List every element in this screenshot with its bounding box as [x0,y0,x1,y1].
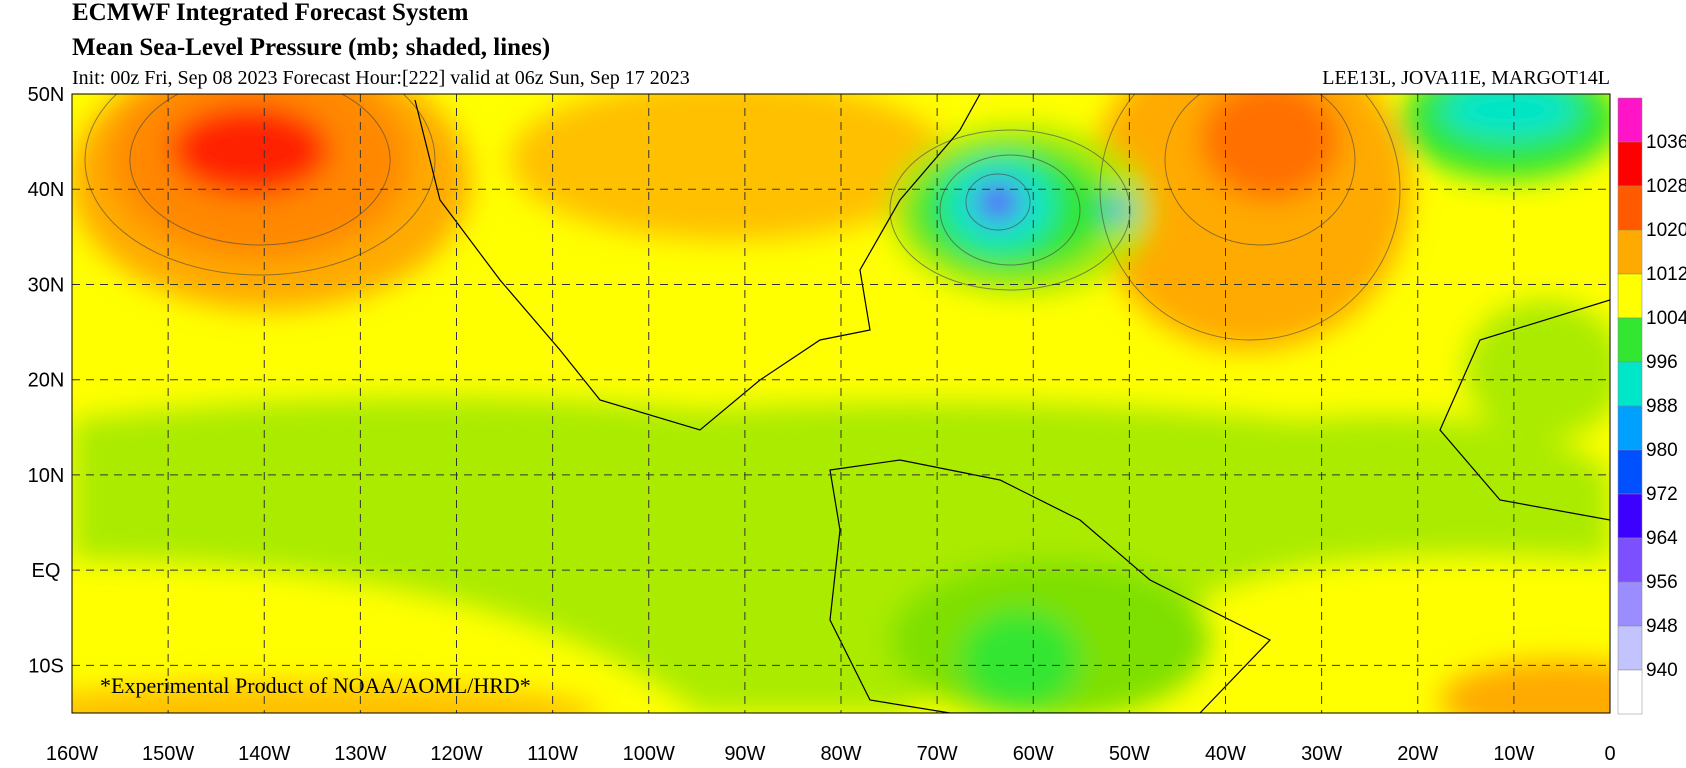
lon-label: 60W [1013,743,1054,765]
lat-label: 50N [28,84,65,106]
colorbar-label: 1020 [1646,220,1686,241]
lon-label: 80W [820,743,861,765]
colorbar-swatch [1617,449,1643,495]
colorbar-swatch [1617,273,1643,319]
colorbar-label: 1028 [1646,176,1686,197]
lon-label: 140W [238,743,290,765]
lon-label: 90W [724,743,765,765]
colorbar-label: 948 [1646,616,1678,637]
storm-list: LEE13L, JOVA11E, MARGOT14L [1322,67,1610,89]
colorbar-swatch [1617,669,1643,715]
colorbar-swatch [1617,581,1643,627]
lat-label: 40N [28,179,65,201]
colorbar-label: 972 [1646,484,1678,505]
colorbar-label: 956 [1646,572,1678,593]
lon-label: 110W [527,743,578,765]
colorbar-swatch [1617,229,1643,275]
colorbar-label: 1012 [1646,264,1686,285]
colorbar-swatch [1617,97,1643,143]
isobars [84,94,1401,341]
map-frame [71,93,1611,714]
colorbar-swatch [1617,537,1643,583]
colorbar-label: 980 [1646,440,1678,461]
colorbar-label: 1036 [1646,132,1686,153]
colorbar-swatch [1617,317,1643,363]
colorbar: 1036 1028 1020 1012 1004 996 988 980 972 964 956 94… [1617,97,1686,715]
lon-label: 150W [142,743,194,765]
colorbar-label: 964 [1646,528,1678,549]
lat-label: 10N [28,465,65,487]
lat-label: 20N [28,370,65,392]
lon-label: 70W [917,743,958,765]
lon-label: 120W [430,743,482,765]
lat-label: 30N [28,274,65,296]
lon-label: 130W [334,743,386,765]
lon-label: 0 [1604,743,1615,765]
lat-label: 10S [28,655,64,677]
lon-label: 40W [1205,743,1246,765]
lat-label: EQ [32,560,61,582]
colorbar-swatch [1617,493,1643,539]
colorbar-label: 940 [1646,660,1678,681]
subtitle: Mean Sea-Level Pressure (mb; shaded, lin… [72,34,550,61]
graticule [72,94,1610,713]
title: ECMWF Integrated Forecast System [72,0,469,26]
map-area [72,94,1610,713]
lon-label: 20W [1397,743,1438,765]
colorbar-swatch [1617,141,1643,187]
init-line: Init: 00z Fri, Sep 08 2023 Forecast Hour… [72,67,690,89]
lon-label: 30W [1301,743,1342,765]
watermark: *Experimental Product of NOAA/AOML/HRD* [100,673,531,698]
colorbar-label: 1004 [1646,308,1686,329]
lon-label: 160W [46,743,98,765]
lon-label: 100W [623,743,675,765]
colorbar-swatch [1617,361,1643,407]
colorbar-swatch [1617,185,1643,231]
colorbar-swatch [1617,625,1643,671]
lon-label: 10W [1493,743,1534,765]
colorbar-swatch [1617,405,1643,451]
colorbar-label: 996 [1646,352,1678,373]
lon-label: 50W [1109,743,1150,765]
colorbar-label: 988 [1646,396,1678,417]
